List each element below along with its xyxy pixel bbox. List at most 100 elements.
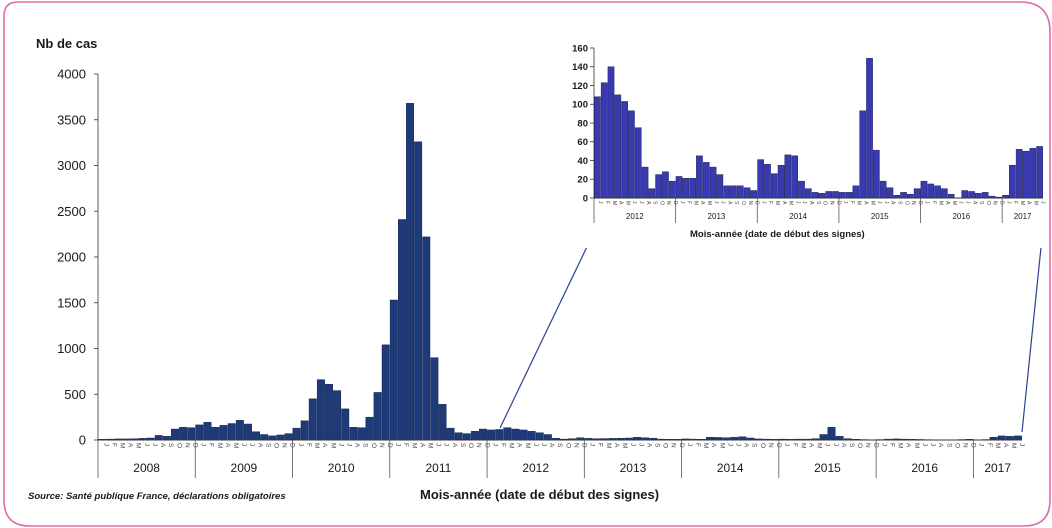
main-month-tick-label: J [880,443,887,446]
main-month-tick-label: M [329,443,336,448]
inset-bar [927,183,935,199]
inset-month-tick-label: N [992,201,998,205]
main-month-tick-label: O [662,443,669,448]
main-month-tick-label: A [321,443,328,448]
main-year-label: 2017 [984,461,1011,475]
main-month-tick-label: M [913,443,920,448]
inset-x-axis-label: Mois-année (date de début des signes) [690,229,865,240]
main-month-tick-label: J [200,443,207,446]
inset-month-tick-label: F [1012,201,1018,204]
main-month-tick-label: A [418,443,425,448]
main-month-tick-label: S [362,443,369,448]
inset-bar [1029,148,1037,199]
inset-month-tick-label: S [978,201,984,205]
inset-bar [614,94,622,199]
main-month-tick-label: M [605,443,612,448]
inset-bar [777,164,785,199]
main-month-tick-label: F [110,443,117,447]
inset-month-tick-label: S [733,201,739,205]
main-month-tick-label: N [572,443,579,448]
main-year-label: 2008 [133,461,160,475]
inset-year-label: 2012 [626,212,644,221]
main-y-tick-label: 2000 [57,250,86,265]
main-month-tick-label: A [743,443,750,448]
main-month-tick-label: N [961,443,968,448]
inset-bar [907,194,914,199]
inset-bar [600,82,608,199]
main-month-tick-label: O [759,443,766,448]
inset-year-label: 2016 [952,212,970,221]
inset-bar [723,185,730,199]
inset-bar [784,154,792,199]
inset-year-label: 2014 [789,212,807,221]
inset-month-tick-label: F [604,201,610,204]
inset-month-tick-label: A [726,201,732,205]
main-month-tick-label: J [143,443,150,446]
inset-bar [682,178,690,199]
main-y-axis-label: Nb de cas [36,36,98,51]
inset-month-tick-label: J [794,201,800,204]
inset-month-tick-label: A [1026,201,1032,205]
inset-month-tick-label: J [965,201,971,204]
main-year-label: 2015 [814,461,841,475]
main-month-tick-label: O [467,443,474,448]
main-month-tick-label: S [264,443,271,448]
main-month-tick-label: J [297,443,304,446]
main-month-tick-label: O [273,443,280,448]
main-month-tick-label: M [897,443,904,448]
main-month-tick-label: O [953,443,960,448]
inset-bar [859,110,867,199]
inset-month-tick-label: D [754,201,760,205]
main-month-tick-label: A [613,443,620,448]
inset-month-tick-label: M [1033,201,1039,205]
main-y-tick-label: 3000 [57,158,86,173]
inset-bar [900,192,907,199]
main-month-tick-label: A [1002,443,1009,448]
inset-bar [920,180,928,199]
inset-bar [852,185,860,199]
main-month-tick-label: A [645,443,652,448]
inset-bar [1022,150,1030,199]
main-month-tick-label: F [499,443,506,447]
main-month-tick-label: N [475,443,482,448]
inset-month-tick-label: O [903,201,909,205]
inset-month-tick-label: J [597,201,603,204]
inset-bar [866,58,873,199]
main-month-tick-label: A [127,443,134,448]
inset-bar [621,101,628,199]
main-month-tick-label: F [889,443,896,447]
main-month-tick-label: M [313,443,320,448]
inset-month-tick-label: A [645,201,651,205]
main-month-tick-label: J [921,443,928,446]
inset-y-tick-label: 0 [583,193,588,204]
main-month-tick-label: A [159,443,166,448]
main-month-tick-label: J [248,443,255,446]
main-month-tick-label: M [718,443,725,448]
main-month-tick-label: M [427,443,434,448]
inset-bar [879,180,887,199]
inset-month-tick-label: J [679,201,685,204]
inset-month-tick-label: F [849,201,855,204]
inset-bar [655,174,662,199]
inset-month-tick-label: F [767,201,773,204]
main-x-axis-label: Mois-année (date de début des signes) [420,487,660,502]
main-month-tick-label: S [848,443,855,448]
inset-month-tick-label: J [1005,201,1011,204]
main-month-tick-label: J [589,443,596,446]
inset-month-tick-label: S [652,201,658,205]
main-month-tick-label: M [216,443,223,448]
inset-year-label: 2017 [1014,212,1032,221]
inset-y-tick-label: 160 [572,43,588,54]
inset-bar [594,96,601,199]
inset-bar [716,174,724,199]
main-month-tick-label: J [151,443,158,446]
inset-bar [607,66,615,199]
inset-month-tick-label: M [869,201,875,205]
main-month-tick-label: J [240,443,247,446]
main-month-tick-label: J [491,443,498,446]
inset-bar [832,191,839,199]
inset-month-tick-label: J [801,201,807,204]
main-month-tick-label: J [629,443,636,446]
inset-month-tick-label: N [747,201,753,205]
